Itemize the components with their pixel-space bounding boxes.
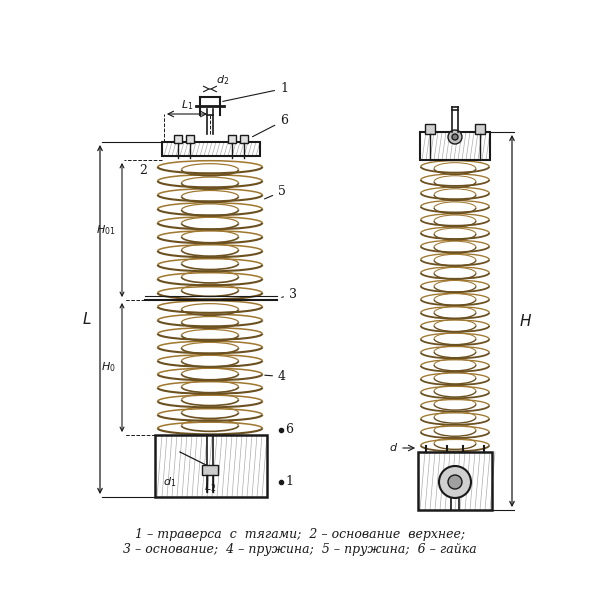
Text: 5: 5 bbox=[265, 185, 286, 199]
Bar bbox=[155, 435, 267, 497]
Text: $L_2$: $L_2$ bbox=[204, 480, 216, 494]
Text: 6: 6 bbox=[253, 114, 288, 137]
Bar bbox=[418, 452, 492, 510]
Bar bbox=[228, 135, 236, 143]
Text: $d_2$: $d_2$ bbox=[216, 73, 229, 87]
Circle shape bbox=[439, 466, 471, 498]
Text: 1: 1 bbox=[223, 82, 288, 101]
Bar bbox=[420, 132, 490, 160]
Text: $H$: $H$ bbox=[519, 313, 532, 329]
Circle shape bbox=[448, 130, 462, 144]
Text: $d_1$: $d_1$ bbox=[163, 475, 176, 489]
Bar bbox=[174, 135, 182, 143]
Text: $H_0$: $H_0$ bbox=[101, 361, 116, 374]
Circle shape bbox=[448, 475, 462, 489]
Text: 3: 3 bbox=[281, 288, 297, 301]
Bar bbox=[240, 135, 248, 143]
Text: 2: 2 bbox=[139, 163, 147, 176]
Text: 1 – траверса  с  тягами;  2 – основание  верхнее;: 1 – траверса с тягами; 2 – основание вер… bbox=[135, 528, 465, 541]
Text: $L_1$: $L_1$ bbox=[181, 98, 193, 112]
Text: 6: 6 bbox=[285, 423, 293, 436]
Bar bbox=[162, 142, 260, 156]
Text: $H_{01}$: $H_{01}$ bbox=[97, 223, 116, 237]
Bar bbox=[202, 465, 218, 475]
Bar bbox=[425, 124, 435, 134]
Text: $L$: $L$ bbox=[82, 311, 92, 328]
Bar bbox=[475, 124, 485, 134]
Text: 4: 4 bbox=[265, 370, 286, 383]
Text: 3 – основание;  4 – пружина;  5 – пружина;  6 – гайка: 3 – основание; 4 – пружина; 5 – пружина;… bbox=[123, 543, 477, 556]
Text: $d$: $d$ bbox=[389, 441, 398, 453]
Bar bbox=[186, 135, 194, 143]
Circle shape bbox=[452, 134, 458, 140]
Text: 1: 1 bbox=[285, 475, 293, 488]
